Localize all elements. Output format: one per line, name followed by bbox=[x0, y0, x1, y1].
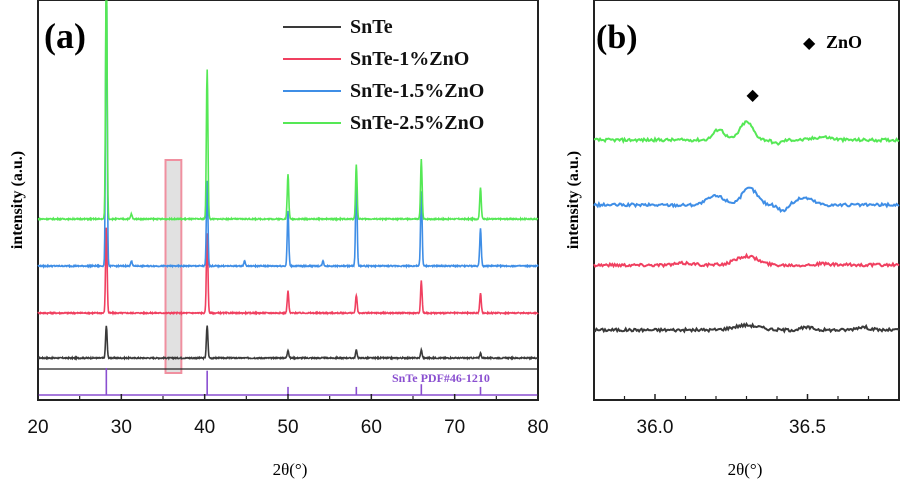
zno-peak-marker: ◆ bbox=[746, 87, 759, 104]
zno-marker-legend: ◆ bbox=[803, 35, 816, 52]
zoom-line-1 bbox=[593, 252, 900, 269]
x-tick-label-b-36.5: 36.5 bbox=[789, 417, 826, 438]
panel-a-series bbox=[37, 0, 539, 361]
zoom-line-2 bbox=[593, 186, 900, 213]
panel-a-legend: SnTe SnTe-1%ZnO SnTe-1.5%ZnO SnTe-2.5%ZnO bbox=[283, 16, 484, 134]
x-tick-label-50: 50 bbox=[277, 417, 298, 438]
panel-b-series bbox=[593, 120, 900, 334]
panel-a-label: (a) bbox=[44, 16, 86, 56]
reference-label: SnTe PDF#46-1210 bbox=[392, 371, 490, 385]
reference-peaks bbox=[105, 368, 482, 395]
zno-legend-label: ZnO bbox=[826, 32, 862, 52]
xrd-line-3 bbox=[37, 0, 539, 223]
x-tick-label-20: 20 bbox=[27, 417, 48, 438]
panel-a-ylabel: intensity (a.u.) bbox=[9, 151, 26, 249]
zoom-line-3 bbox=[593, 120, 900, 146]
xrd-line-1 bbox=[37, 227, 539, 316]
panel-a-chart: 20 30 40 50 60 70 80 (a) SnTe PDF#46-1210 SnTe… bbox=[9, 0, 549, 479]
legend-label-0: SnTe bbox=[350, 16, 393, 38]
xrd-line-0 bbox=[37, 325, 538, 361]
x-tick-label-40: 40 bbox=[194, 417, 215, 438]
panel-b-xlabel: 2θ(°) bbox=[728, 460, 763, 479]
x-tick-label-70: 70 bbox=[444, 417, 465, 438]
legend-label-1: SnTe-1%ZnO bbox=[350, 48, 469, 70]
panel-b-chart: 36.0 36.5 (b) ◆ ZnO ◆ intensity (a.u.) 2θ… bbox=[565, 0, 900, 479]
zoom-line-0 bbox=[593, 321, 900, 334]
panel-b-label: (b) bbox=[596, 19, 638, 56]
xrd-line-2 bbox=[37, 0, 539, 270]
x-tick-label-80: 80 bbox=[527, 417, 548, 438]
panel-a-xlabel: 2θ(°) bbox=[273, 460, 308, 479]
x-tick-label-b-36: 36.0 bbox=[637, 417, 674, 438]
panel-b-ylabel: intensity (a.u.) bbox=[565, 151, 582, 249]
panel-a-ticks: 20 30 40 50 60 70 80 bbox=[27, 394, 549, 438]
legend-label-2: SnTe-1.5%ZnO bbox=[350, 80, 484, 102]
legend-label-3: SnTe-2.5%ZnO bbox=[350, 112, 484, 134]
panel-b-ticks: 36.0 36.5 bbox=[623, 394, 870, 438]
x-tick-label-30: 30 bbox=[111, 417, 132, 438]
x-tick-label-60: 60 bbox=[361, 417, 382, 438]
panel-b-frame bbox=[593, 0, 900, 401]
